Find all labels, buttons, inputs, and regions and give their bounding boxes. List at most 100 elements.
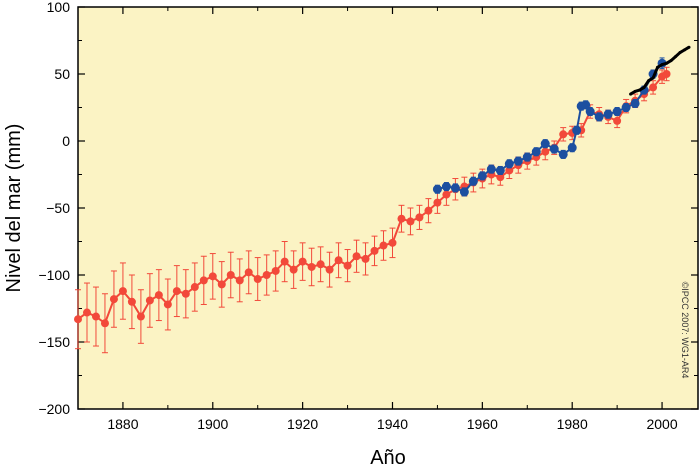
reconstruction-point [226, 271, 235, 279]
reconstruction-point [235, 276, 244, 285]
tide-gauge-point [585, 107, 595, 117]
reconstruction-point [154, 291, 163, 300]
tide-gauge-point [441, 182, 451, 192]
tide-gauge-point [531, 147, 541, 157]
tide-gauge-point [549, 144, 559, 154]
satellite-point [651, 76, 655, 80]
axis-labels: 1880 1900 1920 1940 1960 1980 2000 100 50 0 −50 −10… [38, 0, 677, 432]
reconstruction-point [361, 254, 370, 263]
satellite-point [660, 63, 664, 67]
satellite-point [674, 55, 678, 59]
y-tick-label: 100 [47, 0, 71, 15]
tide-gauge-point [468, 176, 478, 186]
reconstruction-point [496, 173, 505, 182]
reconstruction-point [613, 116, 622, 125]
reconstruction-point [662, 70, 671, 78]
tide-gauge-point [630, 98, 640, 108]
x-axis-title: Año [370, 447, 406, 469]
reconstruction-point [433, 198, 442, 207]
reconstruction-point [163, 300, 172, 309]
reconstruction-point [217, 280, 226, 289]
satellite-point [665, 61, 669, 65]
tide-gauge-point [486, 164, 496, 174]
tide-gauge-point [504, 159, 514, 169]
tide-gauge-point [477, 171, 487, 181]
satellite-series [629, 45, 691, 96]
satellite-point [638, 88, 642, 92]
reconstruction-point [244, 268, 253, 277]
satellite-point [678, 51, 682, 55]
reconstruction-point [271, 266, 280, 275]
plot-area [77, 6, 699, 410]
reconstruction-point [262, 271, 271, 279]
reconstruction-point [343, 261, 352, 270]
tide-gauge-point [540, 139, 550, 149]
y-tick-label: −150 [38, 334, 70, 350]
reconstruction-point [145, 296, 154, 305]
reconstruction-point [334, 256, 343, 265]
reconstruction-point [181, 289, 190, 298]
reconstruction-point [109, 295, 118, 304]
tide-gauge-line [437, 62, 663, 193]
reconstruction-point [379, 241, 388, 250]
reconstruction-point [307, 262, 316, 271]
reconstruction-point [316, 260, 325, 269]
satellite-point [687, 45, 691, 49]
x-tick-label: 2000 [646, 416, 677, 432]
axis-ticks [77, 6, 698, 410]
x-tick-label: 1940 [377, 416, 408, 432]
y-tick-label: −100 [38, 267, 70, 283]
y-tick-label: 50 [54, 66, 70, 82]
reconstruction-point [559, 130, 568, 139]
satellite-point [669, 59, 673, 63]
reconstruction-point [415, 213, 424, 222]
reconstruction-point [82, 308, 91, 317]
reconstruction-point [127, 297, 136, 306]
reconstruction-point [325, 265, 334, 274]
reconstruction-series [74, 66, 671, 354]
tide-gauge-point [513, 156, 523, 166]
reconstruction-point [388, 238, 397, 247]
reconstruction-point [505, 166, 514, 175]
x-tick-label: 1960 [467, 416, 498, 432]
reconstruction-point [136, 312, 145, 321]
reconstruction-point [91, 312, 100, 321]
tide-gauge-point [603, 109, 613, 119]
x-tick-label: 1920 [287, 416, 318, 432]
tide-gauge-point [459, 187, 469, 197]
x-tick-label: 1980 [557, 416, 588, 432]
reconstruction-point [424, 206, 433, 215]
ipcc-credit: ©IPCC 2007: WG1-AR4 [680, 282, 690, 379]
reconstruction-point [298, 257, 307, 266]
tide-gauge-point [522, 152, 532, 162]
y-tick-label: −200 [38, 401, 70, 417]
reconstruction-point [541, 147, 550, 156]
x-tick-label: 1880 [107, 416, 138, 432]
tide-gauge-point [594, 112, 604, 122]
reconstruction-point [253, 275, 262, 284]
satellite-point [647, 79, 651, 83]
x-tick-label: 1900 [197, 416, 228, 432]
satellite-point [629, 92, 633, 96]
reconstruction-point [208, 272, 217, 281]
reconstruction-point [190, 283, 199, 292]
tide-gauge-point [558, 149, 568, 159]
tide-gauge-point [621, 103, 631, 112]
reconstruction-point [172, 287, 181, 296]
reconstruction-point [397, 214, 406, 223]
tide-gauge-point [612, 107, 622, 117]
satellite-point [656, 65, 660, 69]
reconstruction-point [280, 257, 289, 266]
tide-gauge-point [567, 143, 577, 153]
reconstruction-point [74, 315, 82, 324]
satellite-point [683, 48, 687, 52]
reconstruction-point [649, 83, 658, 92]
satellite-point [642, 85, 646, 89]
tide-gauge-series [432, 57, 667, 197]
y-tick-label: −50 [46, 200, 70, 216]
reconstruction-point [442, 190, 451, 199]
reconstruction-point [289, 265, 298, 274]
satellite-point [633, 89, 637, 93]
tide-gauge-point [432, 184, 442, 194]
